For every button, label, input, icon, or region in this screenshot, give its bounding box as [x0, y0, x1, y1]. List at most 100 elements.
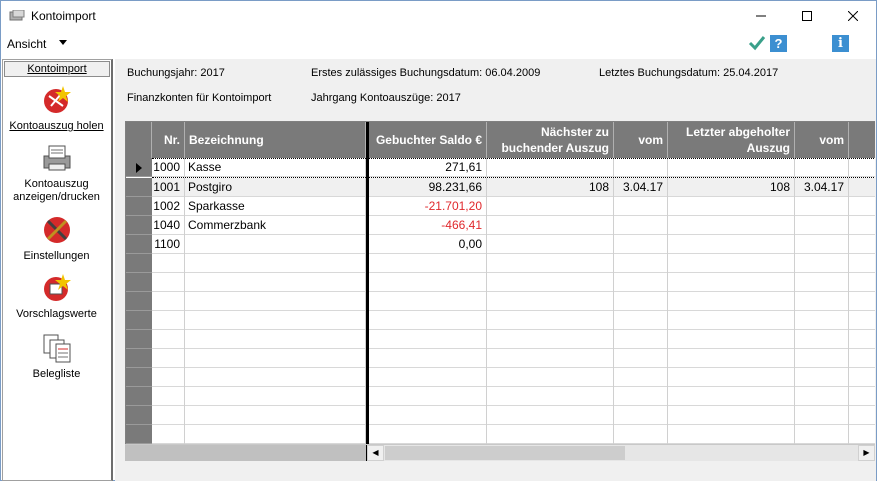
cell-naechster[interactable] — [487, 158, 614, 177]
table-row[interactable]: 1001 Postgiro 98.231,66 108 3.04.17 108 … — [126, 178, 875, 197]
column-header-vom-1[interactable]: vom — [614, 122, 668, 158]
cell-bezeichnung[interactable]: Sparkasse — [185, 197, 366, 216]
empty-cell[interactable] — [369, 387, 487, 406]
empty-cell[interactable] — [152, 292, 185, 311]
empty-cell[interactable] — [185, 425, 366, 444]
empty-cell[interactable] — [614, 387, 668, 406]
row-header[interactable] — [126, 235, 152, 254]
cell-vom-2[interactable]: 3.04.17 — [795, 178, 849, 197]
column-header-nr[interactable]: Nr. — [152, 122, 185, 158]
empty-cell[interactable] — [487, 330, 614, 349]
empty-cell[interactable] — [614, 368, 668, 387]
cell-vom-1[interactable] — [614, 197, 668, 216]
empty-cell[interactable] — [487, 311, 614, 330]
row-header[interactable] — [126, 349, 152, 368]
cell-letzter[interactable] — [668, 158, 795, 177]
cell-vom-2[interactable] — [795, 158, 849, 177]
empty-cell[interactable] — [369, 254, 487, 273]
cell-nr[interactable]: 1002 — [152, 197, 185, 216]
empty-cell[interactable] — [614, 273, 668, 292]
empty-cell[interactable] — [369, 330, 487, 349]
row-header[interactable] — [126, 406, 152, 425]
cell-naechster[interactable] — [487, 216, 614, 235]
empty-cell[interactable] — [487, 273, 614, 292]
empty-cell[interactable] — [668, 273, 795, 292]
cell-bezeichnung[interactable]: Postgiro — [185, 178, 366, 197]
maximize-button[interactable] — [784, 1, 830, 31]
empty-cell[interactable] — [614, 330, 668, 349]
empty-cell[interactable] — [668, 311, 795, 330]
empty-cell[interactable] — [614, 425, 668, 444]
empty-cell[interactable] — [487, 349, 614, 368]
empty-cell[interactable] — [369, 292, 487, 311]
row-header[interactable] — [126, 178, 152, 197]
empty-table-row[interactable] — [126, 349, 875, 368]
scrollbar-thumb[interactable] — [385, 446, 625, 460]
sidebar-item-belegliste[interactable]: Belegliste — [3, 332, 110, 381]
empty-cell[interactable] — [487, 254, 614, 273]
empty-table-row[interactable] — [126, 406, 875, 425]
empty-cell[interactable] — [668, 330, 795, 349]
empty-cell[interactable] — [614, 406, 668, 425]
empty-cell[interactable] — [369, 425, 487, 444]
cell-nr[interactable]: 1000 — [152, 158, 185, 177]
empty-cell[interactable] — [795, 330, 849, 349]
cell-letzter[interactable]: 108 — [668, 178, 795, 197]
cell-vom-2[interactable] — [795, 197, 849, 216]
table-row[interactable]: 1040 Commerzbank -466,41 — [126, 216, 875, 235]
column-header-saldo[interactable]: Gebuchter Saldo € — [369, 122, 487, 158]
empty-table-row[interactable] — [126, 330, 875, 349]
empty-cell[interactable] — [487, 425, 614, 444]
cell-nr[interactable]: 1001 — [152, 178, 185, 197]
empty-cell[interactable] — [795, 349, 849, 368]
row-header[interactable] — [126, 368, 152, 387]
minimize-button[interactable] — [738, 1, 784, 31]
empty-table-row[interactable] — [126, 368, 875, 387]
table-row[interactable]: 1100 0,00 — [126, 235, 875, 254]
empty-cell[interactable] — [668, 406, 795, 425]
empty-cell[interactable] — [614, 254, 668, 273]
empty-cell[interactable] — [152, 349, 185, 368]
empty-cell[interactable] — [185, 254, 366, 273]
empty-cell[interactable] — [795, 311, 849, 330]
empty-cell[interactable] — [487, 387, 614, 406]
sidebar-item-kontoauszug-anzeigen[interactable]: Kontoauszug anzeigen/drucken — [3, 142, 110, 204]
empty-cell[interactable] — [668, 292, 795, 311]
cell-bezeichnung[interactable]: Kasse — [185, 158, 366, 177]
sidebar-item-vorschlagswerte[interactable]: Vorschlagswerte — [3, 272, 110, 321]
empty-cell[interactable] — [795, 273, 849, 292]
horizontal-scrollbar[interactable]: ◀ ▶ — [125, 444, 875, 461]
menu-ansicht[interactable]: Ansicht — [7, 37, 47, 51]
cell-vom-1[interactable] — [614, 158, 668, 177]
row-header[interactable] — [126, 292, 152, 311]
row-header[interactable] — [126, 216, 152, 235]
cell-bezeichnung[interactable] — [185, 235, 366, 254]
empty-table-row[interactable] — [126, 273, 875, 292]
cell-saldo[interactable]: -466,41 — [369, 216, 487, 235]
help-icon[interactable]: ? — [770, 35, 787, 52]
row-header[interactable] — [126, 158, 152, 177]
cell-naechster[interactable] — [487, 235, 614, 254]
scroll-left-icon[interactable]: ◀ — [367, 445, 384, 461]
cell-vom-1[interactable] — [614, 235, 668, 254]
row-header[interactable] — [126, 387, 152, 406]
cell-saldo[interactable]: 98.231,66 — [369, 178, 487, 197]
cell-letzter[interactable] — [668, 235, 795, 254]
cell-nr[interactable]: 1100 — [152, 235, 185, 254]
empty-cell[interactable] — [185, 349, 366, 368]
empty-cell[interactable] — [668, 368, 795, 387]
empty-cell[interactable] — [668, 349, 795, 368]
column-header-vom-2[interactable]: vom — [795, 122, 849, 158]
empty-cell[interactable] — [152, 254, 185, 273]
empty-cell[interactable] — [152, 425, 185, 444]
empty-cell[interactable] — [668, 425, 795, 444]
empty-cell[interactable] — [487, 406, 614, 425]
empty-cell[interactable] — [795, 368, 849, 387]
info-icon[interactable]: i — [832, 35, 849, 52]
empty-table-row[interactable] — [126, 387, 875, 406]
cell-naechster[interactable] — [487, 197, 614, 216]
table-row[interactable]: 1002 Sparkasse -21.701,20 — [126, 197, 875, 216]
cell-letzter[interactable] — [668, 197, 795, 216]
row-header[interactable] — [126, 311, 152, 330]
column-header-naechster-auszug[interactable]: Nächster zu buchender Auszug — [487, 122, 614, 158]
